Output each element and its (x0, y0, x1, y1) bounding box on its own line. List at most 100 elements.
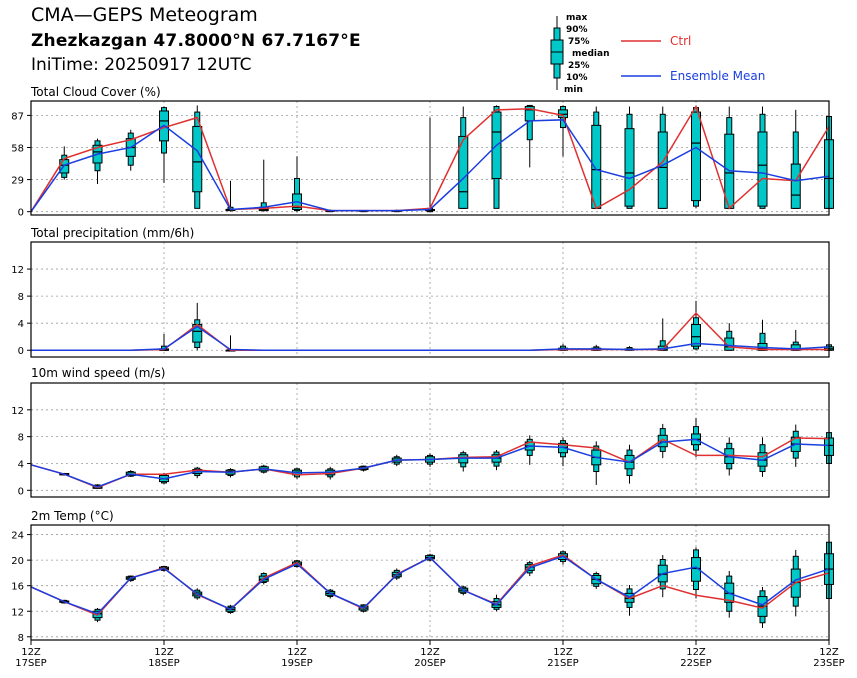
y-tick-label: 24 (11, 531, 24, 542)
box-wind-78 (458, 450, 469, 472)
panel-frame-wind (30, 382, 830, 498)
box-wind-108 (624, 444, 635, 484)
legend-box-glyph (550, 16, 661, 90)
y-tick-label: 8 (18, 633, 24, 644)
box-inner (691, 557, 701, 582)
legend-min-label: min (564, 85, 583, 95)
panel-temp: 8 12 16 20 24 (11, 524, 834, 644)
box-cloud-72 (425, 117, 435, 213)
station-label: Zhezkazgan 47.8000°N 67.7167°E (31, 31, 361, 51)
mean-line-wind (30, 438, 830, 488)
y-tick-label: 12 (11, 607, 24, 618)
box-cloud-48 (292, 156, 302, 212)
y-tick-label: 8 (18, 433, 24, 444)
y-tick-label: 16 (11, 582, 24, 593)
box-cloud-84 (491, 105, 502, 209)
legend-p75-label: 75% (568, 37, 590, 47)
ctrl-line-cloud (30, 104, 830, 213)
panel-precip: 0 4 8 12 (11, 241, 834, 358)
box-cloud-78 (458, 106, 469, 209)
box-cloud-36 (225, 180, 236, 212)
x-tick-hour: 12Z (287, 647, 307, 658)
legend-median-label: median (572, 49, 610, 59)
panel-title-precip: Total precipitation (mm/6h) (31, 226, 195, 240)
legend-ctrl-label: Ctrl (670, 34, 692, 48)
y-tick-label: 20 (11, 556, 24, 567)
box-cloud-108 (624, 106, 635, 209)
box-cloud-132 (757, 106, 768, 209)
box-inner (591, 124, 602, 209)
box-cloud-126 (724, 106, 735, 209)
y-tick-label: 0 (18, 486, 24, 497)
legend-max-label: max (566, 13, 588, 23)
mean-line-temp (30, 555, 830, 615)
y-tick-label: 12 (11, 406, 24, 417)
panel-title-cloud: Total Cloud Cover (%) (31, 85, 161, 99)
box-cloud-96 (558, 105, 568, 157)
y-tick-label: 4 (18, 319, 24, 330)
x-tick-date: 20SEP (414, 658, 445, 669)
box-temp-120 (691, 547, 701, 599)
panel-title-temp: 2m Temp (°C) (31, 509, 114, 523)
panel-title-wind: 10m wind speed (m/s) (31, 366, 166, 380)
x-tick-date: 23SEP (813, 658, 844, 669)
box-cloud-102 (591, 106, 602, 209)
x-tick-hour: 12Z (420, 647, 440, 658)
x-tick-hour: 12Z (154, 647, 174, 658)
legend-p10-label: 10% (566, 73, 588, 83)
y-tick-label: 12 (11, 265, 24, 276)
x-tick-hour: 12Z (819, 647, 839, 658)
panel-frame-temp (30, 524, 830, 641)
x-tick-date: 18SEP (148, 658, 179, 669)
box-precip-126 (724, 323, 735, 351)
box-precip-132 (757, 319, 768, 351)
box-cloud-120 (691, 105, 701, 209)
box-wind-84 (491, 450, 502, 471)
y-tick-label: 29 (11, 176, 24, 187)
box-cloud-18 (125, 129, 136, 171)
box-precip-138 (790, 329, 801, 351)
box-inner (757, 131, 768, 207)
x-axis: 12Z17SEP12Z18SEP12Z19SEP12Z20SEP12Z21SEP… (15, 640, 845, 669)
x-tick-date: 17SEP (15, 658, 46, 669)
y-tick-label: 58 (11, 143, 24, 154)
x-tick-date: 21SEP (547, 658, 578, 669)
legend-p90-label: 90% (566, 25, 588, 35)
box-inner (724, 337, 735, 351)
y-tick-label: 0 (18, 208, 24, 219)
x-tick-hour: 12Z (686, 647, 706, 658)
box-inner (691, 111, 701, 202)
x-tick-hour: 12Z (21, 647, 41, 658)
box-wind-90 (524, 435, 535, 465)
mean-line-precip (31, 325, 830, 351)
y-tick-label: 87 (11, 111, 24, 122)
panel-wind: 0 4 8 12 (11, 382, 834, 498)
box-cloud-12 (92, 138, 103, 185)
box-cloud-90 (524, 104, 535, 168)
chart-title: CMA—GEPS Meteogram (31, 4, 258, 26)
box-precip-120 (691, 300, 701, 351)
box-cloud-42 (258, 159, 269, 212)
box-cloud-138 (790, 109, 801, 209)
box-inner (691, 324, 701, 347)
panel-frame-cloud (30, 100, 830, 216)
panel-frame-precip (30, 241, 830, 358)
y-tick-label: 4 (18, 459, 24, 470)
legend-p25-label: 25% (568, 61, 590, 71)
box-wind-120 (691, 417, 701, 458)
x-tick-date: 22SEP (680, 658, 711, 669)
y-tick-label: 8 (18, 292, 24, 303)
box-inner (458, 135, 469, 209)
mean-line-cloud (30, 119, 830, 213)
box-inner (657, 131, 668, 209)
box-inner (790, 163, 801, 209)
x-tick-date: 19SEP (281, 658, 312, 669)
init-time-label: IniTime: 20250917 12UTC (31, 55, 252, 75)
legend-mean-label: Ensemble Mean (670, 69, 766, 83)
x-tick-hour: 12Z (553, 647, 573, 658)
box-inner (192, 125, 203, 193)
panel-cloud: 0 29 58 87 (11, 100, 834, 219)
box-wind-96 (558, 437, 568, 467)
box-inner (624, 128, 635, 207)
y-tick-label: 0 (18, 346, 24, 357)
